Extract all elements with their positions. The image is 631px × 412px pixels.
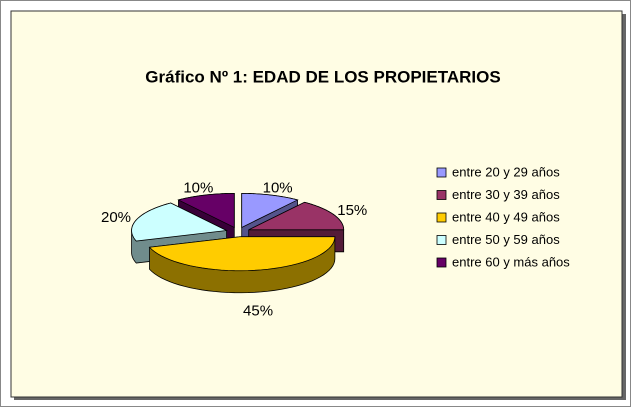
chart-area bbox=[10, 10, 623, 398]
pie: 10% 15% 45% 20% 10% bbox=[101, 179, 367, 319]
legend-swatch bbox=[436, 235, 447, 245]
legend-label: entre 20 y 29 años bbox=[452, 164, 560, 179]
legend: entre 20 y 29 años entre 30 y 39 años entr… bbox=[436, 164, 570, 269]
data-label: 45% bbox=[243, 302, 273, 319]
slice-top bbox=[131, 202, 228, 242]
slice-top bbox=[248, 201, 345, 231]
legend-label: entre 30 y 39 años bbox=[452, 187, 560, 202]
data-label: 10% bbox=[263, 179, 293, 196]
data-label: 20% bbox=[101, 209, 131, 226]
slice-top bbox=[148, 236, 336, 272]
legend-swatch bbox=[436, 190, 447, 200]
data-label: 10% bbox=[183, 179, 213, 196]
legend-label: entre 60 y más años bbox=[452, 254, 570, 269]
legend-label: entre 40 y 49 años bbox=[452, 209, 560, 224]
chart-title: Gráfico Nº 1: EDAD DE LOS PROPIETARIOS bbox=[145, 67, 500, 86]
slice-top bbox=[177, 193, 235, 229]
legend-swatch bbox=[436, 212, 447, 223]
legend-swatch bbox=[436, 167, 447, 178]
slice-top bbox=[241, 193, 299, 229]
legend-swatch bbox=[436, 257, 447, 268]
data-label: 15% bbox=[337, 202, 367, 219]
legend-label: entre 50 y 59 años bbox=[452, 232, 560, 247]
